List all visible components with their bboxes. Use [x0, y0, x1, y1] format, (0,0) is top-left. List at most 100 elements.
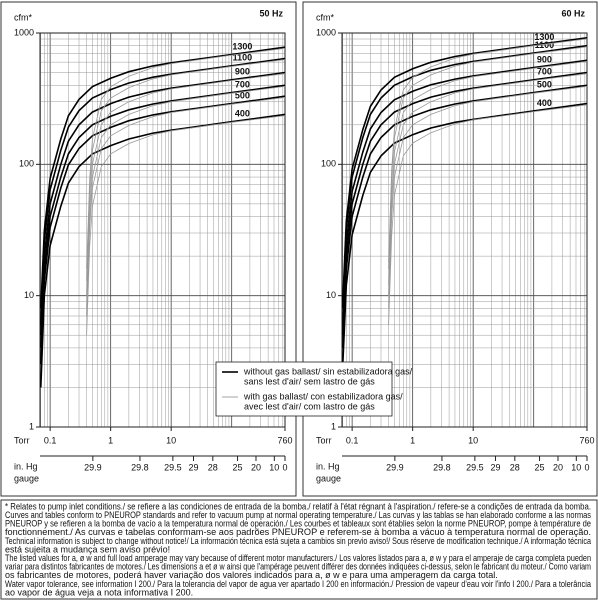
- x-axis-label: Torr: [316, 435, 332, 445]
- note-line: PNEUROP y se refieren a la bomba de vací…: [5, 519, 591, 529]
- curve: [40, 71, 286, 336]
- legend-label: without gas ballast/ sin estabilizadora …: [243, 366, 413, 376]
- curve: [342, 37, 588, 302]
- x-tick-label: 0.1: [44, 435, 57, 445]
- x-tick-label: 760: [277, 435, 292, 445]
- x2-axis-label: gauge: [316, 473, 341, 483]
- curve-label: 400: [537, 98, 552, 108]
- note-line: os fabricantes de motores, poderá haver …: [5, 570, 498, 580]
- legend-label: avec lest d'air/ com lastro de gás: [244, 401, 375, 411]
- x2-tick-label: 29.9: [84, 462, 102, 472]
- x2-tick-label: 25: [535, 462, 545, 472]
- y-tick-label: 1: [29, 421, 34, 431]
- curve: [86, 59, 286, 281]
- note-line: variar para distintos fabricantes de mot…: [5, 562, 591, 572]
- curve: [86, 86, 286, 309]
- curve: [388, 73, 588, 296]
- curve: [388, 46, 588, 269]
- curve-label: 500: [235, 91, 250, 101]
- curve-label: 900: [537, 54, 552, 64]
- curve: [86, 97, 286, 317]
- note-line: Technical information is subject to chan…: [5, 536, 591, 546]
- curve: [342, 44, 588, 309]
- curve: [40, 57, 286, 325]
- curve: [388, 38, 588, 263]
- curve-label: 1300: [534, 32, 554, 42]
- curve-label: 1100: [535, 40, 555, 50]
- legend-label: sans lest d'air/ sem lastro de gás: [244, 376, 375, 386]
- curve: [40, 46, 286, 309]
- y-tick-label: 1000: [316, 27, 336, 37]
- panel-frame: [302, 1, 598, 497]
- x2-tick-label: 10: [571, 462, 581, 472]
- notes: * Relates to pump inlet conditions./ se …: [5, 501, 591, 597]
- curve-label: 1100: [233, 53, 253, 63]
- chart-title: 50 Hz: [259, 8, 283, 18]
- curve-label: 900: [235, 67, 250, 77]
- x-tick-label: 10: [166, 435, 176, 445]
- curve-label: 700: [235, 79, 250, 89]
- x2-tick-label: 20: [553, 462, 563, 472]
- note-line: fonctionnement./ As curvas e tabelas con…: [5, 527, 591, 537]
- x2-tick-label: 29: [490, 462, 500, 472]
- curve: [86, 73, 286, 296]
- curve: [86, 48, 286, 269]
- x-tick-label: 1: [410, 435, 415, 445]
- panel-frame: [0, 1, 297, 497]
- x2-axis-label: in. Hg: [316, 461, 340, 471]
- plot-frame: [341, 32, 588, 428]
- curve-label: 400: [235, 109, 250, 119]
- x2-tick-label: 10: [269, 462, 279, 472]
- curve: [388, 61, 588, 286]
- x2-tick-label: 0: [584, 462, 589, 472]
- note-line: está sujeita a mudança sem aviso prévio!: [5, 544, 170, 554]
- x2-tick-label: 29.5: [466, 462, 484, 472]
- curve: [342, 102, 588, 365]
- note-line: ao vapor de água veja a nota informativa…: [5, 587, 193, 597]
- note-line: The listed values for a, ø w and full lo…: [5, 553, 591, 563]
- y-tick-label: 1000: [14, 27, 34, 37]
- legend: without gas ballast/ sin estabilizadora …: [215, 361, 413, 417]
- note-line: Water vapor tolerance, see information I…: [5, 579, 591, 589]
- legend-box: [215, 361, 393, 417]
- x-tick-label: 10: [468, 435, 478, 445]
- legend-label: with gas ballast/ con estabilizadora gas…: [243, 391, 403, 401]
- x2-tick-label: 20: [251, 462, 261, 472]
- curve: [86, 115, 286, 336]
- notes-frame: [0, 499, 598, 600]
- curve-label: 700: [537, 67, 552, 77]
- y-tick-label: 10: [24, 290, 34, 300]
- x2-tick-label: 29: [188, 462, 198, 472]
- curve: [342, 59, 588, 325]
- curve: [342, 84, 588, 348]
- curve: [40, 95, 286, 365]
- curve: [342, 71, 588, 336]
- x2-tick-label: 29.8: [433, 462, 451, 472]
- curve: [40, 84, 286, 348]
- x2-tick-label: 29.5: [164, 462, 182, 472]
- curve: [388, 86, 588, 309]
- note-line: * Relates to pump inlet conditions./ se …: [5, 501, 591, 511]
- x2-tick-label: 29.9: [386, 462, 404, 472]
- y-tick-label: 100: [19, 159, 34, 169]
- y-tick-label: 100: [321, 159, 336, 169]
- note-line: Curves and tables conform to PNEUROP sta…: [5, 510, 591, 520]
- x2-tick-label: 28: [510, 462, 520, 472]
- plot-frame: [39, 32, 286, 428]
- x2-axis-label: in. Hg: [14, 461, 38, 471]
- x2-tick-label: 0: [282, 462, 287, 472]
- curve: [40, 113, 286, 388]
- y-axis-label: cfm*: [14, 12, 32, 22]
- x2-tick-label: 28: [208, 462, 218, 472]
- x-axis-label: Torr: [14, 435, 30, 445]
- curve: [388, 104, 588, 325]
- x-tick-label: 1: [108, 435, 113, 445]
- x-tick-label: 0.1: [346, 435, 359, 445]
- x2-axis-label: gauge: [14, 473, 39, 483]
- curve-label: 1300: [232, 41, 252, 51]
- x2-tick-label: 25: [233, 462, 243, 472]
- x2-tick-label: 29.8: [131, 462, 149, 472]
